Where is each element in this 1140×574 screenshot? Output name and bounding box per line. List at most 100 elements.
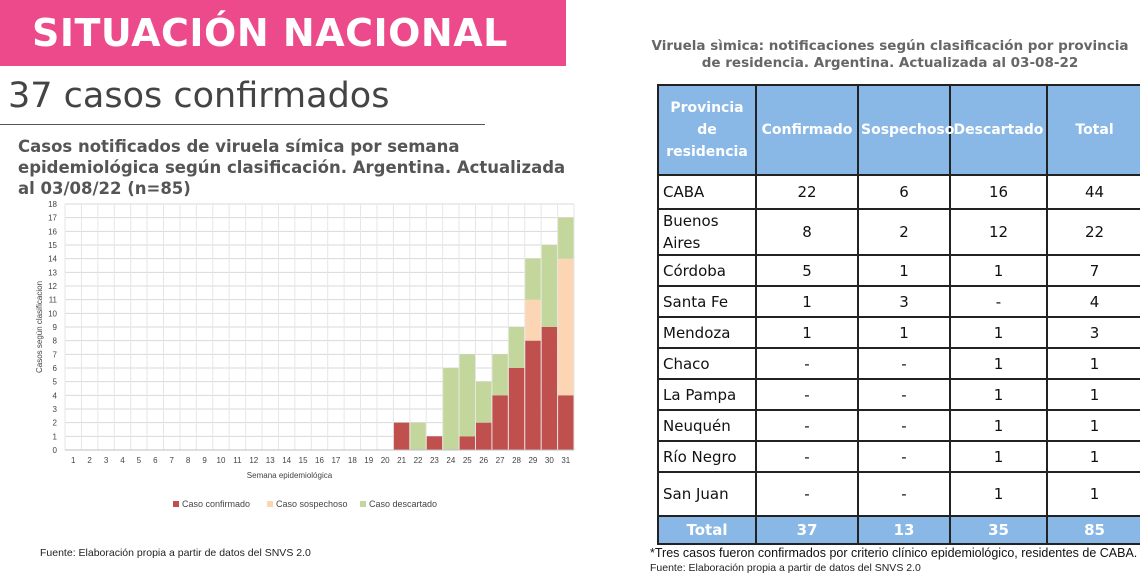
x-tick-label: 4 [120,456,125,465]
y-tick-label: 3 [53,405,58,414]
table-source: Fuente: Elaboración propia a partir de d… [650,562,921,574]
y-tick-label: 7 [53,350,58,359]
bar-caso-descartado [508,327,525,368]
cell-province: Río Negro [657,440,757,473]
cell-province: CABA [657,174,757,210]
x-tick-label: 5 [137,456,142,465]
x-tick-label: 11 [233,456,242,465]
bar-caso-confirmado [459,436,475,450]
cell-confirmed: 22 [755,174,859,210]
y-tick-label: 5 [53,378,58,387]
x-tick-label: 3 [104,456,109,465]
cell-discarded: 1 [949,254,1048,287]
x-tick-label: 24 [446,456,455,465]
legend-entry: Caso descartado [369,499,437,509]
legend-entry: Caso sospechoso [276,499,348,509]
bar-caso-descartado [492,354,508,396]
cell-total: 1 [1046,378,1140,411]
table-row: Neuquén - -1 1 [657,409,1140,442]
table-row: San Juan - -1 1 [657,471,1140,517]
y-axis-label: Casos según clasificacion [35,281,44,373]
cell-confirmed: 1 [755,285,859,318]
y-tick-label: 13 [48,268,57,277]
x-tick-label: 16 [315,456,324,465]
y-tick-label: 9 [53,323,58,332]
x-tick-label: 21 [397,456,406,465]
cell-suspected: - [857,378,951,411]
cell-suspected: 1 [857,316,951,349]
cell-total: 3 [1046,316,1140,349]
bar-caso-confirmado [525,340,541,450]
table-row: Mendoza 1 1 1 3 [657,316,1140,349]
header-confirmed: Confirmado [755,84,859,176]
cell-suspected: - [857,471,951,517]
legend-swatch [173,501,179,507]
cell-province: Córdoba [657,254,757,287]
cell-confirmed: - [755,409,859,442]
legend-swatch [360,501,366,507]
cell-total: 1 [1046,440,1140,473]
cell-confirmed: 1 [755,316,859,349]
cell-confirmed: - [755,378,859,411]
cell-suspected: 6 [857,174,951,210]
chart-source: Fuente: Elaboración propia a partir de d… [40,547,311,559]
cell-total: 4 [1046,285,1140,318]
bar-caso-descartado [475,381,492,423]
province-cases-table: Provincia de residencia Confirmado Sospe… [657,84,1140,545]
cell-province: La Pampa [657,378,757,411]
cell-province: Mendoza [657,316,757,349]
cell-discarded: - [949,285,1048,318]
chart-title: Casos notificados de viruela símica por … [18,137,566,198]
bar-caso-sospechoso [558,258,574,396]
cell-confirmed: - [755,347,859,380]
y-tick-label: 16 [48,227,57,236]
x-tick-label: 23 [430,456,439,465]
cell-confirmed: 5 [755,254,859,287]
cell-suspected: - [857,409,951,442]
x-tick-label: 29 [528,456,537,465]
header-province: Provincia de residencia [657,84,757,176]
x-tick-label: 22 [414,456,423,465]
cell-confirmed: 8 [755,208,859,256]
table-header-row: Provincia de residencia Confirmado Sospe… [657,84,1140,176]
bar-caso-confirmado [541,327,558,450]
cell-province: Buenos Aires [657,208,757,256]
x-tick-label: 20 [381,456,390,465]
y-tick-label: 17 [48,214,57,223]
x-tick-label: 25 [463,456,472,465]
legend-swatch [267,501,273,507]
cell-discarded: 12 [949,208,1048,256]
x-tick-label: 27 [496,456,505,465]
cell-suspected: - [857,347,951,380]
legend-entry: Caso confirmado [182,499,250,509]
x-tick-label: 6 [153,456,158,465]
header-suspected: Sospechoso [857,84,954,176]
bar-caso-confirmado [426,436,443,450]
section-banner: SITUACIÓN NACIONAL [0,0,566,66]
table-row: Río Negro - -1 1 [657,440,1140,473]
bar-caso-descartado [410,422,426,450]
bar-caso-descartado [525,258,541,300]
total-discarded: 35 [949,515,1048,545]
x-tick-label: 1 [71,456,76,465]
cell-total: 22 [1046,208,1140,256]
y-tick-label: 2 [53,419,58,428]
confirmed-cases-headline: 37 casos confirmados [8,76,390,116]
table-row: Santa Fe 1 3-4 [657,285,1140,318]
table-row: Buenos Aires 8 2 12 22 [657,208,1140,256]
total-province: Total [657,515,757,545]
bar-caso-descartado [558,217,574,259]
x-tick-label: 19 [364,456,373,465]
bar-caso-confirmado [508,368,525,450]
bar-caso-confirmado [492,395,508,450]
x-tick-label: 18 [348,456,357,465]
cell-province: Chaco [657,347,757,380]
x-tick-label: 14 [282,456,291,465]
header-total: Total [1046,84,1140,176]
cell-total: 1 [1046,471,1140,517]
bar-caso-confirmado [393,422,410,450]
x-tick-label: 12 [249,456,258,465]
y-tick-label: 4 [53,391,58,400]
y-tick-label: 11 [49,296,58,305]
x-tick-label: 7 [169,456,174,465]
